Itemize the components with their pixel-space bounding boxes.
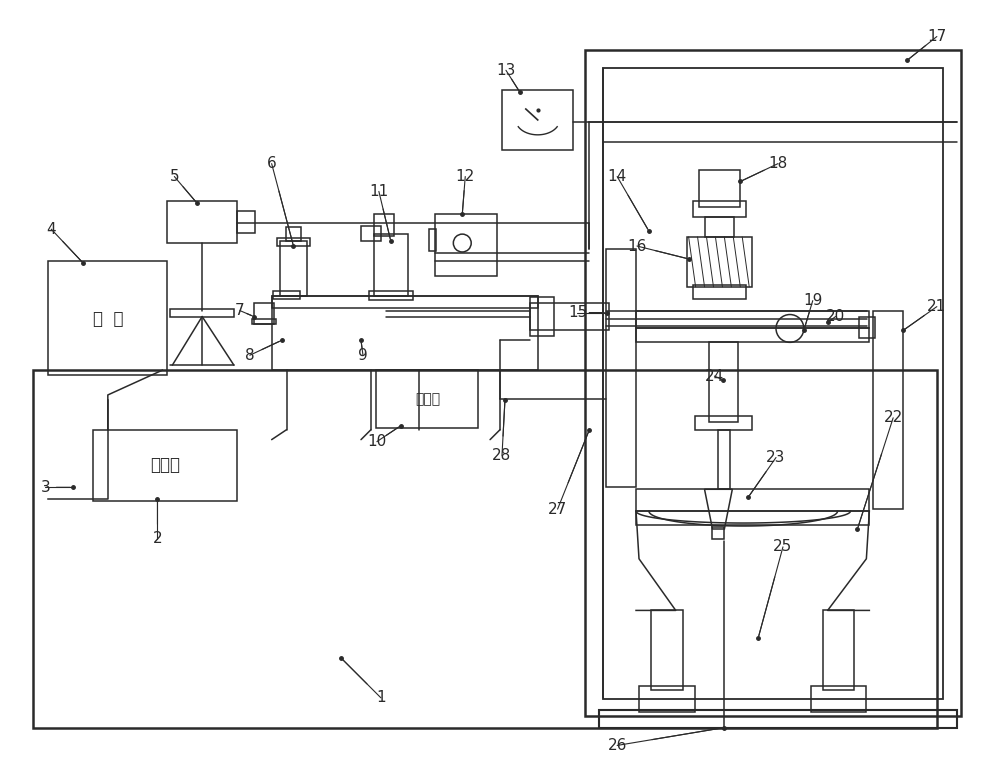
Bar [33, 370, 937, 727]
Text: 2: 2 [153, 531, 162, 546]
Bar [636, 511, 869, 525]
Text: 14: 14 [608, 169, 627, 184]
Text: 16: 16 [627, 239, 647, 254]
Text: 11: 11 [369, 184, 388, 199]
Bar [435, 214, 497, 276]
Text: 计算机: 计算机 [150, 457, 180, 475]
Text: 3: 3 [40, 480, 50, 495]
Bar [237, 212, 255, 233]
Bar [687, 237, 752, 287]
Bar [374, 214, 394, 236]
Bar [272, 296, 538, 370]
Bar [502, 90, 573, 149]
Bar [585, 51, 961, 716]
Text: 6: 6 [267, 156, 277, 171]
Text: 1: 1 [376, 690, 386, 706]
Bar [699, 170, 740, 207]
Bar [636, 489, 869, 511]
Text: 4: 4 [46, 222, 56, 237]
Bar [361, 226, 381, 241]
Bar [693, 202, 746, 217]
Text: 17: 17 [927, 29, 946, 44]
Text: 8: 8 [245, 348, 255, 363]
Text: 24: 24 [705, 369, 724, 384]
Bar [695, 415, 752, 429]
Text: 5: 5 [170, 169, 179, 184]
Text: 21: 21 [927, 299, 946, 314]
Bar [286, 227, 301, 241]
Bar [277, 238, 310, 246]
Bar [606, 249, 636, 487]
Bar [369, 291, 413, 300]
Bar [873, 310, 903, 509]
Bar [705, 217, 734, 237]
Bar [376, 370, 478, 428]
Text: 26: 26 [607, 738, 627, 753]
Bar [170, 309, 234, 317]
Text: 25: 25 [773, 539, 793, 555]
Bar [811, 686, 866, 712]
Bar [693, 285, 746, 299]
Bar [93, 429, 237, 501]
Bar [859, 317, 875, 338]
Bar [530, 303, 609, 331]
Text: 15: 15 [568, 305, 587, 320]
Text: 27: 27 [548, 502, 567, 517]
Text: 电  箱: 电 箱 [93, 310, 123, 328]
Text: 19: 19 [803, 293, 822, 308]
Bar [636, 328, 869, 342]
Text: 7: 7 [235, 303, 245, 318]
Text: 12: 12 [456, 169, 475, 184]
Bar [603, 68, 943, 699]
Bar [530, 296, 554, 336]
Bar [167, 202, 237, 243]
Bar [599, 710, 957, 727]
Bar [254, 303, 274, 324]
Bar [709, 342, 738, 422]
Text: 20: 20 [826, 309, 845, 324]
Bar [636, 310, 869, 328]
Bar [639, 686, 695, 712]
Bar [712, 527, 724, 539]
Text: 18: 18 [768, 156, 788, 171]
Bar [252, 318, 276, 324]
Text: 28: 28 [492, 448, 512, 463]
Bar [280, 241, 307, 296]
Text: 10: 10 [367, 434, 387, 449]
Bar [273, 291, 300, 299]
Bar [48, 261, 167, 375]
Bar [374, 234, 408, 296]
Text: 22: 22 [884, 410, 903, 426]
Text: 13: 13 [496, 63, 516, 78]
Bar [272, 296, 538, 307]
Bar [823, 611, 854, 690]
Text: 23: 23 [766, 450, 786, 465]
Bar [718, 429, 730, 489]
Bar [651, 611, 683, 690]
Bar [429, 230, 436, 251]
Text: 测温仪: 测温仪 [415, 392, 440, 406]
Text: 9: 9 [358, 348, 368, 363]
